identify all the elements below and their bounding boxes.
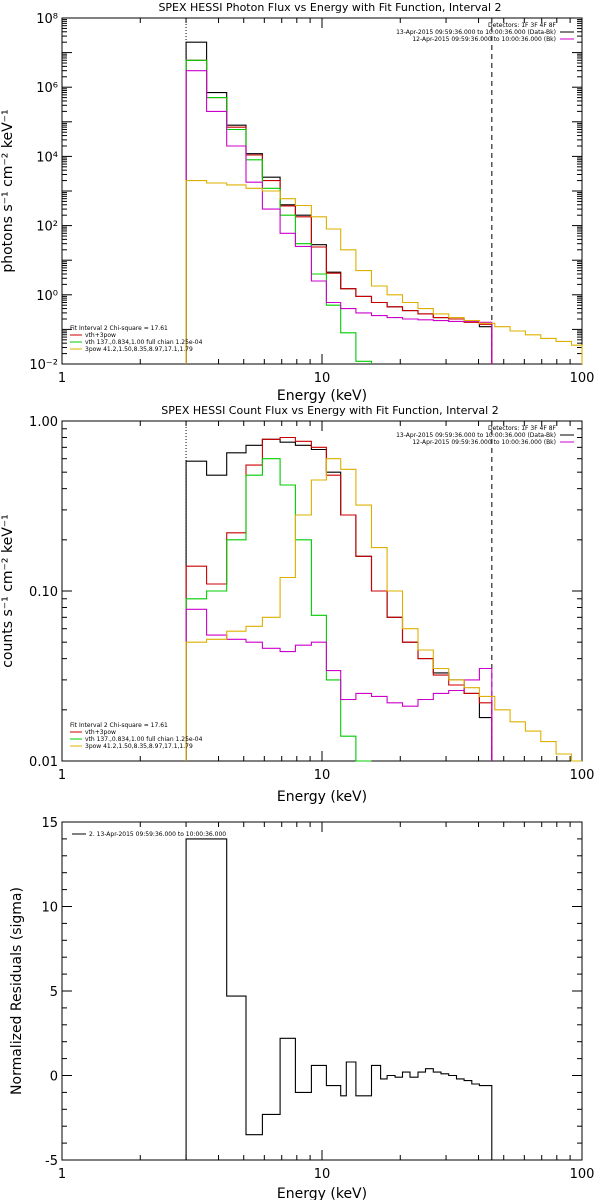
y-tick-label: 10⁰ bbox=[36, 289, 58, 304]
x-axis-label: Energy (keV) bbox=[277, 388, 367, 404]
y-tick-label: 10⁸ bbox=[36, 12, 58, 27]
x-tick-label: 100 bbox=[570, 371, 595, 386]
series-step-line bbox=[185, 59, 373, 364]
legend-entry: Detectors: 1F 3F 4F 8F bbox=[488, 22, 557, 29]
plot-frame bbox=[61, 17, 583, 365]
chart-title: SPEX HESSI Photon Flux vs Energy with Fi… bbox=[158, 1, 501, 14]
legend-entry: Fit Interval 2 Chi-square = 17.61 bbox=[70, 722, 168, 729]
x-axis-label: Energy (keV) bbox=[277, 789, 367, 805]
count-flux-panel: SPEX HESSI Count Flux vs Energy with Fit… bbox=[0, 404, 594, 805]
y-tick-label: 10 bbox=[41, 901, 58, 916]
legend-entry: vth+3pow bbox=[85, 729, 116, 736]
series-step-line bbox=[185, 59, 493, 364]
legend-entry: 3pow 41.2,1.50,8.35,8.97,17.1,1.79 bbox=[85, 743, 193, 750]
x-tick-label: 1 bbox=[58, 371, 66, 386]
series-step-line bbox=[185, 458, 582, 762]
y-axis-label: photons s⁻¹ cm⁻² keV⁻¹ bbox=[0, 109, 16, 272]
photon-flux-panel: SPEX HESSI Photon Flux vs Energy with Fi… bbox=[0, 1, 594, 404]
plot-frame bbox=[61, 821, 583, 1161]
legend-entry: 13-Apr-2015 09:59:36.000 to 10:00:36.000… bbox=[396, 29, 556, 36]
x-tick-label: 10 bbox=[314, 768, 331, 783]
y-tick-label: 15 bbox=[41, 816, 58, 831]
series-step-line bbox=[185, 458, 372, 762]
y-tick-label: 5 bbox=[50, 985, 58, 1000]
legend-entry: vth 137.,0.834,1.00 full chian 1.25e-04 bbox=[85, 736, 203, 743]
y-tick-label: 10² bbox=[36, 220, 58, 235]
x-axis-label: Energy (keV) bbox=[277, 1186, 367, 1200]
y-tick-label: -5 bbox=[45, 1154, 58, 1169]
x-tick-label: 100 bbox=[570, 1167, 595, 1182]
series-step-line bbox=[185, 180, 583, 364]
y-tick-label: 10⁶ bbox=[36, 81, 58, 96]
series-step-line bbox=[185, 608, 493, 761]
legend-entry: 12-Apr-2015 09:59:36.000 to 10:00:36.000… bbox=[412, 36, 556, 43]
x-tick-label: 1 bbox=[58, 1167, 66, 1182]
legend-entry: 13-Apr-2015 09:59:36.000 to 10:00:36.000… bbox=[396, 432, 556, 439]
x-tick-label: 10 bbox=[314, 371, 331, 386]
x-tick-label: 10 bbox=[314, 1167, 331, 1182]
series-step-line bbox=[185, 70, 493, 364]
legend-entry: Detectors: 1F 3F 4F 8F bbox=[488, 425, 557, 432]
legend-entry: 3pow 41.2,1.50,8.35,8.97,17.1,1.79 bbox=[85, 346, 193, 353]
legend-entry: vth 137.,0.834,1.00 full chian 1.25e-04 bbox=[85, 339, 203, 346]
y-tick-label: 1.00 bbox=[29, 415, 58, 430]
series-step-line bbox=[185, 838, 493, 1160]
y-tick-label: 0.10 bbox=[29, 585, 58, 600]
y-tick-label: 10⁴ bbox=[36, 150, 58, 165]
y-tick-label: 0.01 bbox=[29, 755, 58, 770]
series-step-line bbox=[185, 436, 493, 761]
chart-title: SPEX HESSI Count Flux vs Energy with Fit… bbox=[161, 404, 498, 417]
legend-entry: vth+3pow bbox=[85, 332, 116, 339]
x-tick-label: 1 bbox=[58, 768, 66, 783]
x-tick-label: 100 bbox=[570, 768, 595, 783]
legend-entry: 2. 13-Apr-2015 09:59:36.000 to 10:00:36.… bbox=[89, 831, 226, 838]
legend-entry: 12-Apr-2015 09:59:36.000 to 10:00:36.000… bbox=[412, 439, 556, 446]
residuals-panel: 1 10 100 -5 0 5 10 15 2. 13-Apr-2015 09:59:36.00… bbox=[9, 816, 594, 1200]
legend-entry: Fit Interval 2 Chi-square = 17.61 bbox=[70, 325, 168, 332]
series-step-line bbox=[185, 438, 493, 761]
y-tick-label: 0 bbox=[50, 1070, 58, 1085]
y-axis-label: counts s⁻¹ cm⁻² keV⁻¹ bbox=[0, 514, 16, 668]
y-axis-label: Normalized Residuals (sigma) bbox=[9, 887, 25, 1095]
y-tick-label: 10⁻² bbox=[29, 358, 58, 373]
series-step-line bbox=[185, 41, 493, 364]
